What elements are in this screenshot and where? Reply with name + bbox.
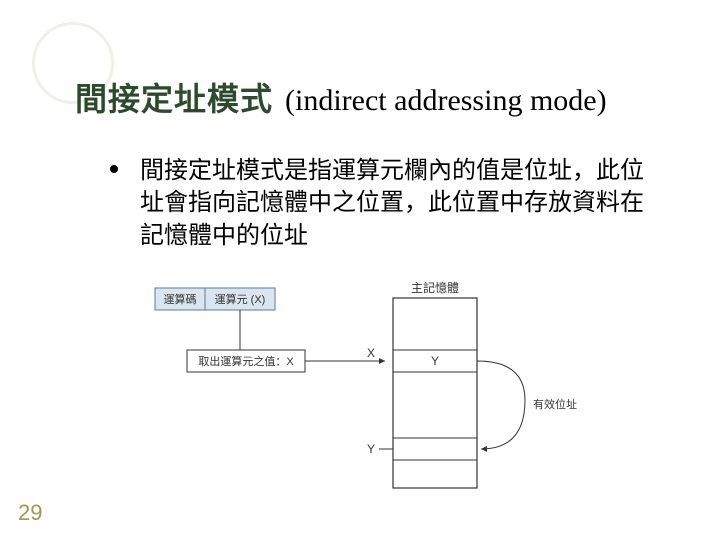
effective-address-arc — [477, 361, 525, 449]
mem-cell-x-value: Y — [431, 354, 439, 368]
slide-title: 間接定址模式 (indirect addressing mode) — [75, 74, 607, 120]
effective-address-label: 有效位址 — [533, 397, 577, 411]
memory-title: 主記憶體 — [411, 280, 459, 295]
slide: 間接定址模式 (indirect addressing mode) 間接定址模式… — [0, 0, 720, 540]
opcode-label: 運算碼 — [164, 292, 197, 306]
bullet-dot-icon — [110, 165, 118, 173]
mem-label-y: Y — [367, 442, 375, 456]
main-memory: 主記憶體 Y — [393, 280, 477, 488]
bullet-text: 間接定址模式是指運算元欄內的值是位址，此位址會指向記憶體中之位置，此位置中存放資… — [140, 155, 650, 252]
operand-label: 運算元 (X) — [215, 292, 266, 306]
title-english: (indirect addressing mode) — [285, 84, 607, 118]
fetch-box: 取出運算元之值：X — [187, 350, 305, 372]
instruction-box: 運算碼 運算元 (X) — [155, 288, 275, 310]
bullet-block: 間接定址模式是指運算元欄內的值是位址，此位址會指向記憶體中之位置，此位置中存放資… — [110, 155, 650, 252]
mem-label-x: X — [367, 346, 375, 360]
page-number: 29 — [18, 500, 42, 526]
fetch-label: 取出運算元之值：X — [198, 354, 294, 368]
addressing-diagram: 運算碼 運算元 (X) 取出運算元之值：X X 主記憶體 Y 有效位址 — [145, 280, 605, 495]
title-chinese: 間接定址模式 — [75, 74, 273, 120]
